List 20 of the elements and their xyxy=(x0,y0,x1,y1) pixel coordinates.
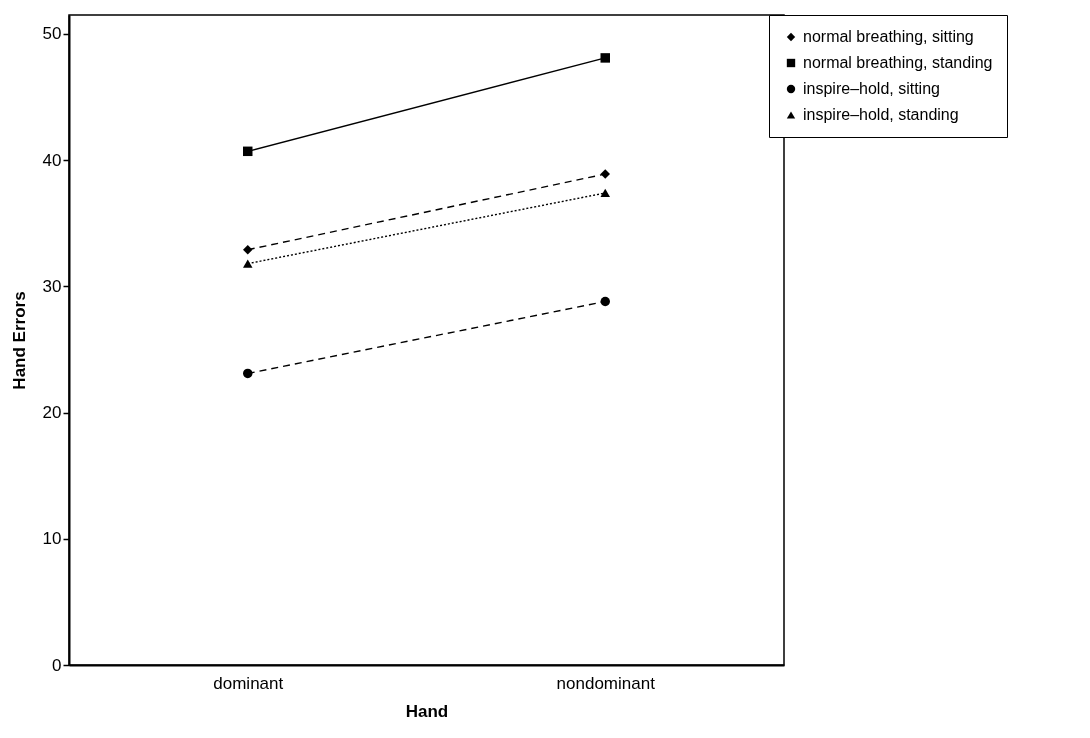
y-tick-label: 50 xyxy=(42,24,62,44)
point xyxy=(600,296,610,307)
x-tick-label: dominant xyxy=(213,673,284,693)
y-tick-label: 10 xyxy=(42,529,62,549)
y-axis-title: Hand Errors xyxy=(9,291,29,390)
legend-label: inspire–hold, sitting xyxy=(803,80,940,97)
x-tick-label: nondominant xyxy=(556,673,656,693)
point xyxy=(600,169,610,179)
point xyxy=(243,146,253,157)
y-tick-label: 0 xyxy=(52,655,62,675)
point xyxy=(600,53,610,63)
y-tick-label: 40 xyxy=(42,150,62,170)
y-tick-label: 20 xyxy=(42,403,62,423)
y-tick-label: 30 xyxy=(42,276,62,296)
x-axis-title: Hand xyxy=(405,701,449,721)
point xyxy=(243,368,253,379)
legend-label: normal breathing, sitting xyxy=(803,28,974,45)
legend-label: inspire–hold, standing xyxy=(803,106,959,123)
legend-label: normal breathing, standing xyxy=(803,54,993,71)
point xyxy=(243,245,253,255)
